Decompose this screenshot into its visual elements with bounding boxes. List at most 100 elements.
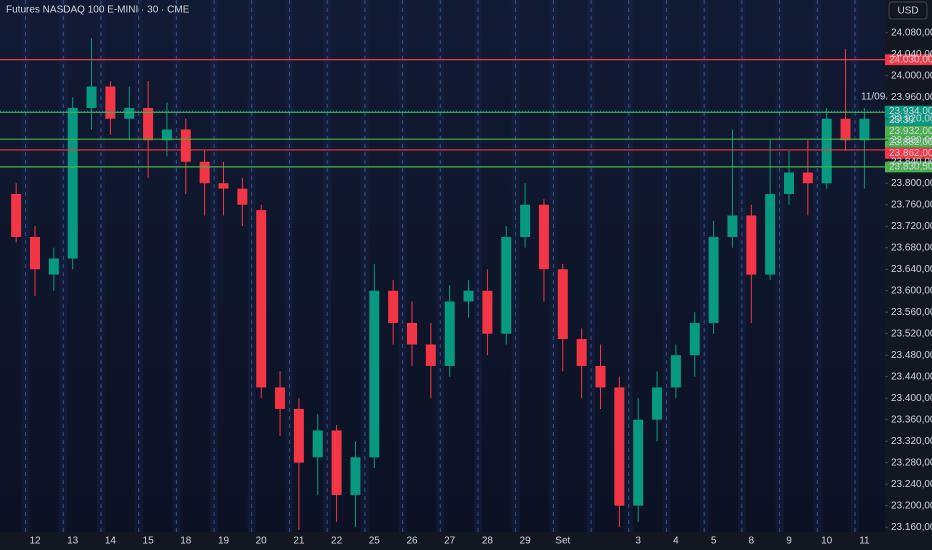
x-tick-label: 28	[482, 536, 494, 547]
candle-body	[161, 129, 172, 141]
candle-body	[312, 430, 323, 458]
x-tick-label: 4	[673, 536, 679, 547]
candle-body	[708, 236, 719, 323]
candle-body	[538, 204, 549, 270]
candle-body	[407, 322, 417, 345]
price-tag	[885, 147, 932, 159]
candle-body	[275, 387, 286, 409]
candle-body	[67, 108, 78, 259]
candle-body	[124, 108, 135, 119]
y-tick-label: 23.280,00	[891, 457, 932, 468]
candle-body	[689, 322, 700, 356]
currency-button[interactable]	[888, 1, 928, 20]
currency-label[interactable]: USD	[897, 6, 918, 17]
price-tag-label: 23.932,00	[889, 126, 932, 137]
price-tag	[885, 136, 932, 148]
x-tick-label: 8	[749, 536, 755, 547]
candle-body	[652, 387, 663, 420]
x-tick-label: Set	[555, 536, 570, 547]
price-tag-label: 23.830,50	[889, 161, 932, 172]
time-axis	[0, 532, 885, 550]
x-tick-label: 9	[786, 536, 792, 547]
candle-body	[670, 355, 681, 388]
candle-body	[746, 215, 757, 275]
x-tick-label: 29	[520, 536, 532, 547]
candle-body	[218, 183, 229, 189]
y-tick-label: 23.560,00	[891, 307, 932, 318]
candle-body	[595, 365, 606, 388]
y-tick-label: 23.200,00	[891, 500, 932, 511]
y-tick-label: 23.520,00	[891, 328, 932, 339]
x-tick-label: 18	[180, 536, 192, 547]
candle-body	[520, 204, 531, 237]
candle-body	[369, 290, 380, 458]
y-tick-label: 23.240,00	[891, 479, 932, 490]
candle-body	[802, 172, 813, 184]
x-tick-label: 25	[369, 536, 381, 547]
candle-body	[237, 188, 248, 205]
x-tick-label: 26	[406, 536, 418, 547]
x-tick-label: 22	[331, 536, 343, 547]
price-tag-label: 25:39	[889, 115, 914, 126]
candle-body	[633, 419, 644, 506]
candle-body	[105, 86, 116, 119]
x-tick-label: 13	[67, 536, 79, 547]
candle-body	[199, 161, 210, 184]
x-tick-label: 14	[105, 536, 117, 547]
price-tag	[885, 54, 932, 66]
plot-background	[0, 0, 885, 532]
candle-body	[30, 236, 40, 270]
price-tag-label: 23.882,00	[889, 137, 932, 148]
candle-body	[11, 193, 22, 237]
x-tick-label: 3	[635, 536, 641, 547]
x-tick-label: 5	[711, 536, 717, 547]
candle-body	[350, 457, 361, 495]
x-tick-label: 20	[256, 536, 268, 547]
candle-body	[293, 408, 304, 463]
y-tick-label: 23.800,00	[891, 178, 932, 189]
x-tick-label: 21	[293, 536, 305, 547]
candle-body	[143, 108, 154, 141]
y-tick-label: 23.600,00	[891, 285, 932, 296]
y-tick-label: 23.960,00	[891, 92, 932, 103]
x-tick-label: 19	[218, 536, 230, 547]
candle-body	[86, 86, 97, 109]
y-tick-label: 23.680,00	[891, 242, 932, 253]
annotation: 11/09.	[861, 92, 888, 103]
chart-title: Futures NASDAQ 100 E-MINI · 30 · CME	[6, 5, 190, 16]
candle-body	[48, 258, 59, 275]
y-tick-label: 23.320,00	[891, 436, 932, 447]
y-tick-label: 24.000,00	[891, 70, 932, 81]
candle-body	[859, 118, 870, 141]
candle-body	[614, 387, 625, 506]
y-tick-label: 23.480,00	[891, 350, 932, 361]
candle-body	[727, 215, 738, 237]
y-tick-label: 23.160,00	[891, 522, 932, 533]
candle-body	[331, 430, 342, 495]
candle-body	[821, 118, 832, 184]
price-tag-label: 24.030,00	[889, 54, 932, 65]
candle-body	[482, 290, 493, 334]
y-tick-label: 23.840,00	[891, 156, 932, 167]
y-tick-label: 24.040,00	[891, 49, 932, 60]
candle-body	[576, 339, 587, 366]
y-tick-label: 23.400,00	[891, 393, 932, 404]
candle-body	[256, 210, 267, 388]
y-tick-label: 23.920,00	[891, 113, 932, 124]
price-axis	[885, 0, 932, 550]
price-tag-label: 23.934,00	[889, 106, 932, 117]
price-tag-label: 23.862,00	[889, 148, 932, 159]
y-tick-label: 23.440,00	[891, 371, 932, 382]
candle-body	[765, 193, 776, 275]
price-tag	[885, 125, 932, 137]
y-tick-label: 23.360,00	[891, 414, 932, 425]
x-tick-label: 10	[821, 536, 833, 547]
candle-body	[444, 301, 455, 366]
candle-body	[784, 172, 794, 194]
x-tick-label: 11	[859, 536, 870, 547]
x-tick-label: 15	[143, 536, 155, 547]
y-tick-label: 24.080,00	[891, 27, 932, 38]
candle-body	[557, 269, 568, 340]
y-tick-label: 23.880,00	[891, 135, 932, 146]
x-tick-label: 27	[444, 536, 456, 547]
